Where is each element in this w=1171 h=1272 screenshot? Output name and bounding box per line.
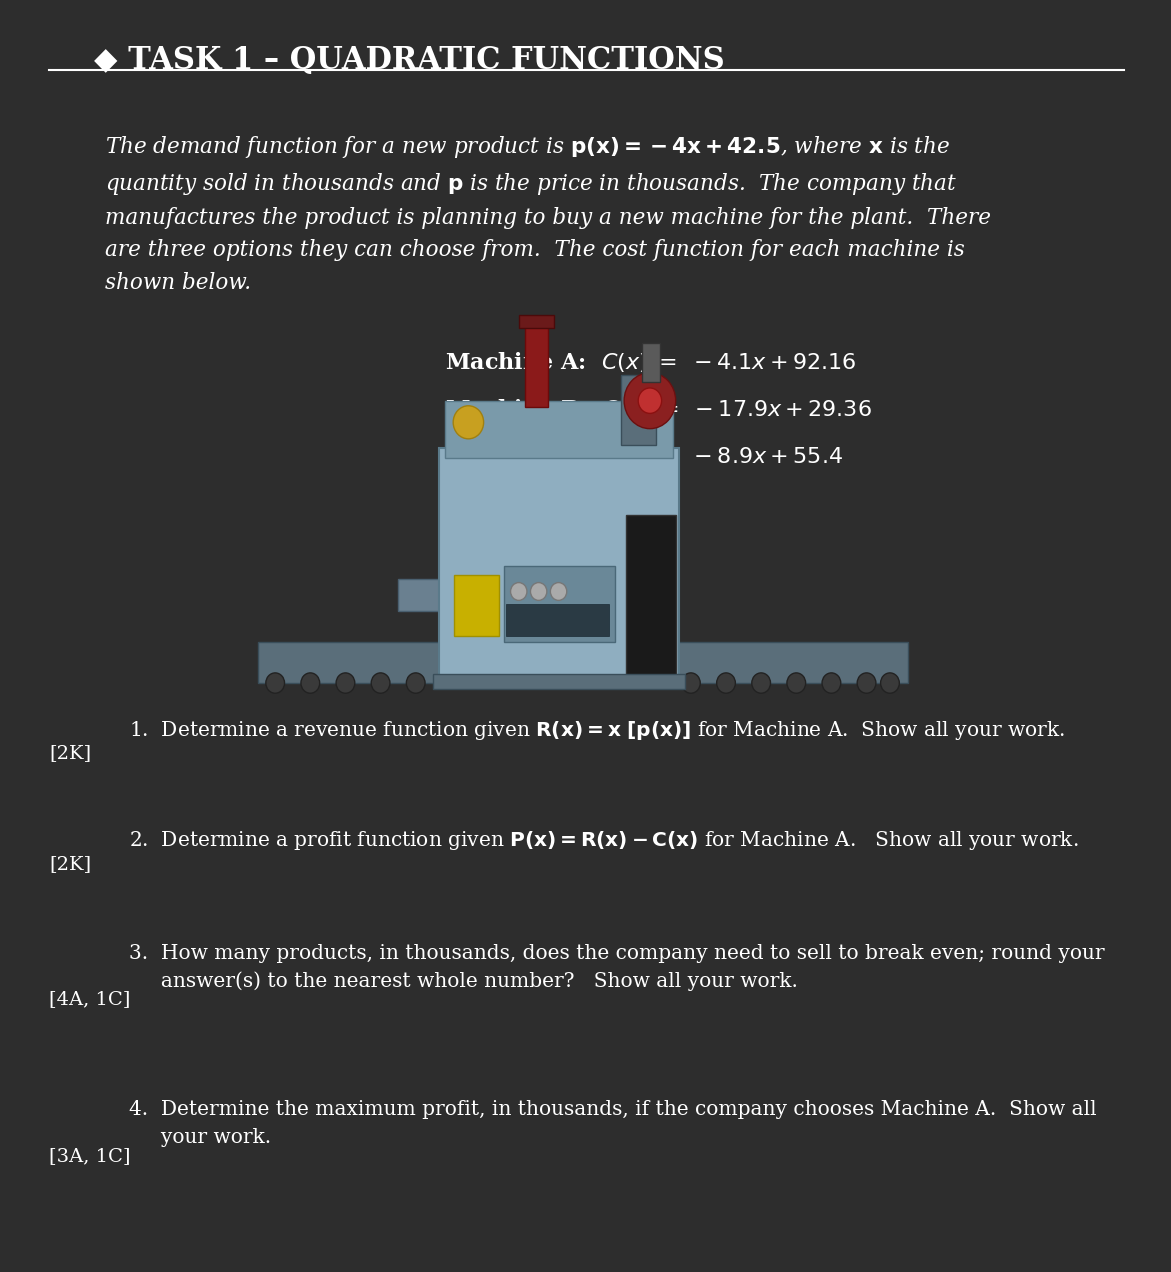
Bar	[258, 642, 445, 683]
Circle shape	[682, 673, 700, 693]
Text: 2.  Determine a profit function given $\mathbf{P(x) = R(x) - C(x)}$ for Machine : 2. Determine a profit function given $\m…	[129, 829, 1078, 852]
Bar	[673, 642, 908, 683]
Bar	[519, 315, 554, 328]
Text: Machine C:  $\mathit{C(x)}\ =\ -8.9x + 55.4$: Machine C: $\mathit{C(x)}\ =\ -8.9x + 55…	[445, 444, 843, 468]
Circle shape	[638, 388, 662, 413]
Text: Machine A:  $\mathit{C(x)}\ =\ -4.1x + 92.16$: Machine A: $\mathit{C(x)}\ =\ -4.1x + 92…	[445, 350, 856, 374]
Bar	[504, 566, 615, 642]
Bar	[621, 375, 656, 445]
Text: ◆ TASK 1 – QUADRATIC FUNCTIONS: ◆ TASK 1 – QUADRATIC FUNCTIONS	[94, 45, 725, 75]
Bar	[454, 575, 499, 636]
Text: 3.  How many products, in thousands, does the company need to sell to break even: 3. How many products, in thousands, does…	[129, 944, 1104, 991]
Circle shape	[511, 583, 527, 600]
Circle shape	[453, 406, 484, 439]
Text: 4.  Determine the maximum profit, in thousands, if the company chooses Machine A: 4. Determine the maximum profit, in thou…	[129, 1100, 1096, 1146]
Circle shape	[530, 583, 547, 600]
Circle shape	[857, 673, 876, 693]
Circle shape	[787, 673, 806, 693]
Text: [3A, 1C]: [3A, 1C]	[49, 1147, 131, 1165]
Circle shape	[336, 673, 355, 693]
Circle shape	[550, 583, 567, 600]
Circle shape	[881, 673, 899, 693]
Bar	[506, 604, 609, 636]
Bar	[445, 401, 673, 458]
Circle shape	[624, 373, 676, 429]
Text: [4A, 1C]: [4A, 1C]	[49, 990, 130, 1007]
Text: The demand function for a new product is $\mathbf{p(x) = -4x + 42.5}$, where $\m: The demand function for a new product is…	[105, 134, 992, 294]
Circle shape	[406, 673, 425, 693]
Circle shape	[301, 673, 320, 693]
Text: [2K]: [2K]	[49, 744, 91, 762]
Circle shape	[822, 673, 841, 693]
Bar	[398, 579, 443, 611]
Circle shape	[371, 673, 390, 693]
Bar	[626, 515, 676, 681]
Bar	[439, 448, 679, 683]
Text: [2K]: [2K]	[49, 855, 91, 873]
Circle shape	[752, 673, 771, 693]
Text: 1.  Determine a revenue function given $\mathbf{R(x) = x\ [p(x)]}$ for Machine A: 1. Determine a revenue function given $\…	[129, 719, 1064, 742]
Bar	[642, 343, 660, 382]
Circle shape	[717, 673, 735, 693]
Bar	[525, 324, 548, 407]
Text: Machine B:  $\mathit{C(x)}\ =\ -17.9x + 29.36$: Machine B: $\mathit{C(x)}\ =\ -17.9x + 2…	[445, 397, 872, 421]
Circle shape	[266, 673, 285, 693]
Bar	[433, 674, 685, 689]
